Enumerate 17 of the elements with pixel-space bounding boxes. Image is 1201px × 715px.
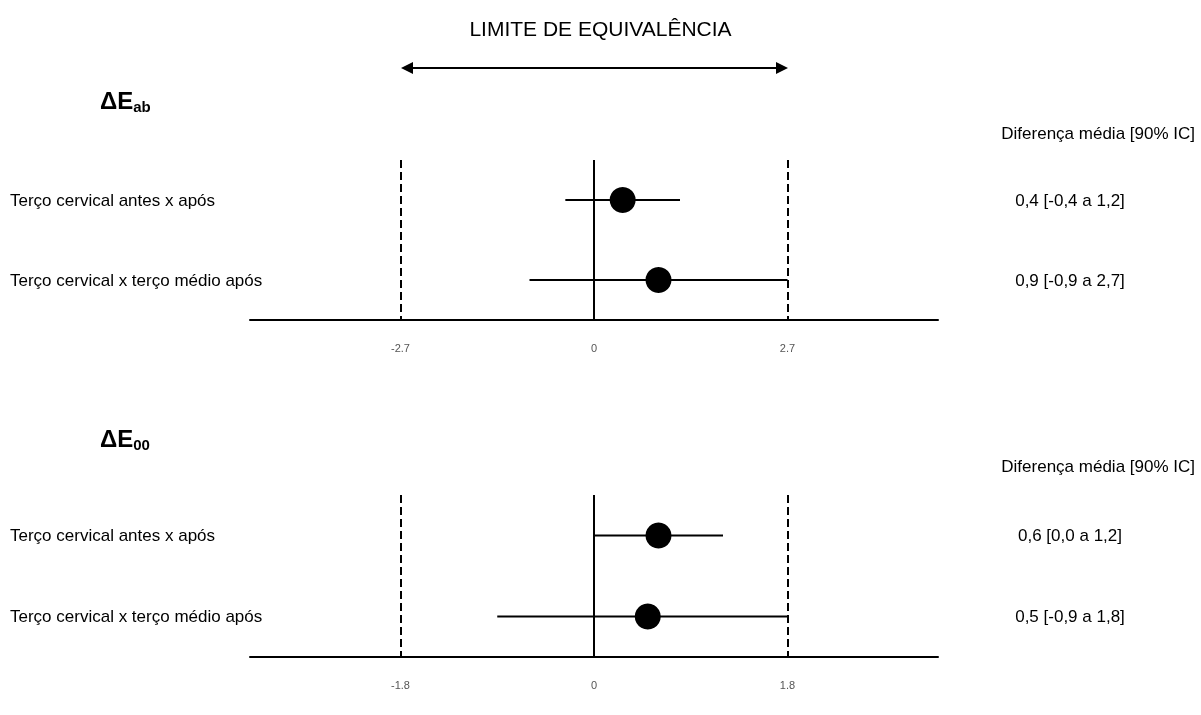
y-tick-label: Terço cervical x terço médio após <box>10 607 263 626</box>
data-label: 0,6 [0,0 a 1,2] <box>1018 526 1122 545</box>
x-tick-label: -1.8 <box>391 678 410 691</box>
x-tick-label: -2.7 <box>391 341 410 354</box>
data-label: 0,9 [-0,9 a 2,7] <box>1015 270 1125 290</box>
x-tick-label: 0 <box>590 678 598 691</box>
x-tick-label: 2.7 <box>779 341 796 354</box>
text: Diferença média [90% IC] <box>1001 124 1195 143</box>
data-label: 0,5 [-0,9 a 1,8] <box>1015 607 1125 626</box>
text: Diferença média [90% IC] <box>1001 457 1195 476</box>
x-tick-label: 0 <box>590 341 598 354</box>
y-tick-label: Terço cervical antes x após <box>10 526 216 545</box>
text: LIMITE DE EQUIVALÊNCIA <box>469 17 732 40</box>
y-tick-label: Terço cervical antes x após <box>10 190 216 210</box>
y-tick-label: Terço cervical x terço médio após <box>10 270 263 290</box>
data-label: 0,4 [-0,4 a 1,2] <box>1015 190 1125 210</box>
x-tick-label: 1.8 <box>779 678 796 691</box>
